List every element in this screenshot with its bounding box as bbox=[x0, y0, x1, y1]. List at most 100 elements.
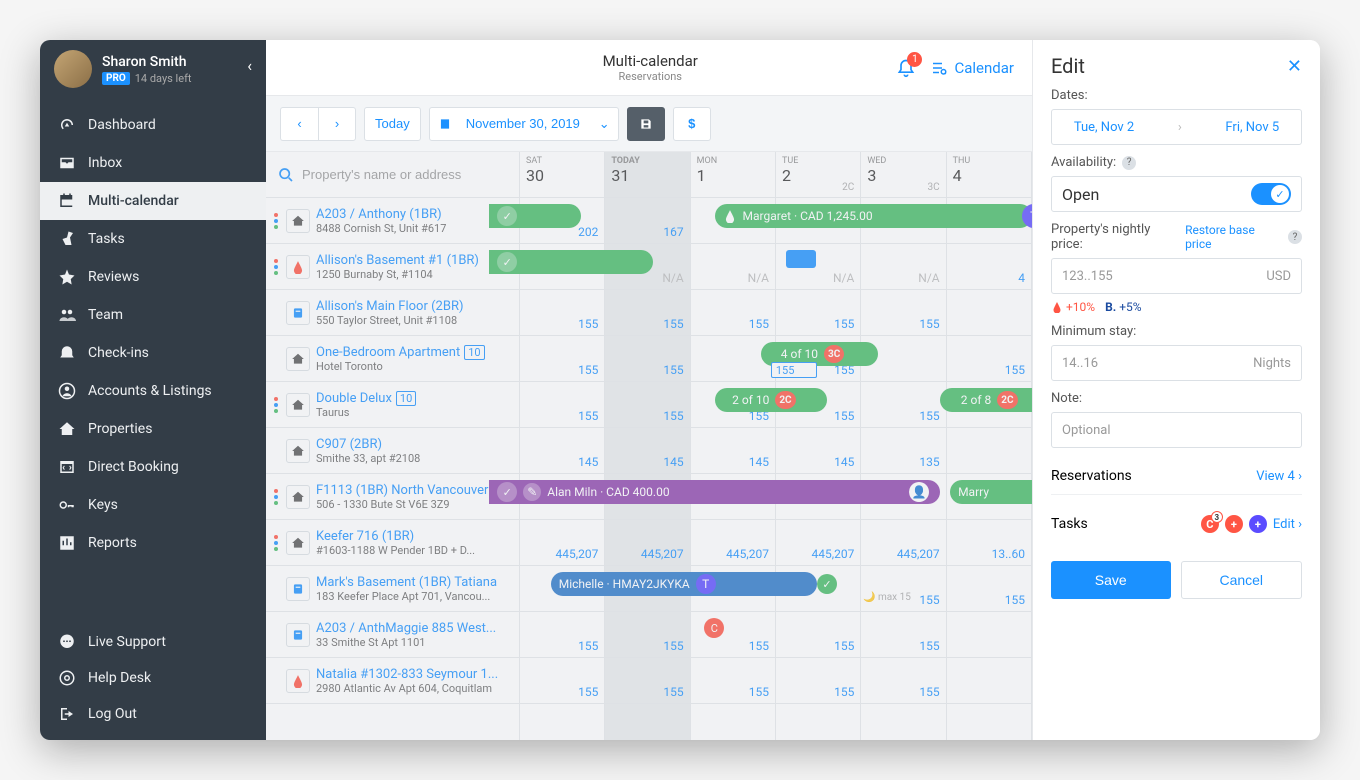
calendar-cell[interactable]: 155 bbox=[605, 658, 689, 704]
restore-price-link[interactable]: Restore base price bbox=[1185, 223, 1284, 251]
calendar-cell[interactable]: 155 bbox=[776, 612, 860, 658]
calendar-cell[interactable]: 445,207 bbox=[605, 520, 689, 566]
reservation-event[interactable] bbox=[786, 250, 816, 268]
today-button[interactable]: Today bbox=[364, 107, 421, 141]
add-task2-icon[interactable]: + bbox=[1249, 515, 1267, 533]
calendar-cell[interactable]: 155 bbox=[691, 658, 775, 704]
sidebar-item-checkins[interactable]: Check-ins bbox=[40, 334, 266, 372]
calendar-cell[interactable]: 155 bbox=[520, 290, 604, 336]
property-row[interactable]: Mark's Basement (1BR) Tatiana183 Keefer … bbox=[266, 566, 519, 612]
reservation-event[interactable]: Margaret · CAD 1,245.00 bbox=[715, 204, 1032, 228]
calendar-cell[interactable]: 155 bbox=[605, 290, 689, 336]
property-row[interactable]: One-Bedroom Apartment10Hotel Toronto bbox=[266, 336, 519, 382]
view-reservations-link[interactable]: View 4 › bbox=[1256, 469, 1302, 484]
calendar-cell[interactable]: 145 bbox=[520, 428, 604, 474]
reservation-event[interactable]: 155 bbox=[771, 362, 817, 378]
date-picker[interactable]: November 30, 2019 ⌄ bbox=[429, 107, 619, 141]
sidebar-item-helpdesk[interactable]: Help Desk bbox=[40, 660, 266, 696]
reservation-event[interactable]: ✓✎Alan Miln · CAD 400.00 bbox=[489, 480, 940, 504]
reservation-event[interactable]: ✓ bbox=[817, 572, 848, 596]
sidebar-item-multi-calendar[interactable]: Multi-calendar bbox=[40, 182, 266, 220]
calendar-cell[interactable]: 445,207 bbox=[520, 520, 604, 566]
sidebar-item-logout[interactable]: Log Out bbox=[40, 696, 266, 732]
help-icon[interactable]: ? bbox=[1288, 230, 1302, 244]
property-row[interactable]: A203 / Anthony (1BR)8488 Cornish St, Uni… bbox=[266, 198, 519, 244]
calendar-cell[interactable]: 155 bbox=[947, 566, 1031, 612]
property-row[interactable]: Keefer 716 (1BR)#1603-1188 W Pender 1BD … bbox=[266, 520, 519, 566]
calendar-cell[interactable]: N/A bbox=[861, 244, 945, 290]
sidebar-item-tasks[interactable]: Tasks bbox=[40, 220, 266, 258]
price-input[interactable]: 123..155 USD bbox=[1051, 258, 1302, 294]
calendar-cell[interactable]: 145 bbox=[691, 428, 775, 474]
property-search[interactable] bbox=[266, 152, 519, 198]
calendar-cell[interactable] bbox=[947, 290, 1031, 336]
property-row[interactable]: Allison's Basement #1 (1BR)1250 Burnaby … bbox=[266, 244, 519, 290]
property-row[interactable]: A203 / AnthMaggie 885 West...33 Smithe S… bbox=[266, 612, 519, 658]
calendar-cell[interactable]: 155 bbox=[691, 612, 775, 658]
calendar-cell[interactable]: 155 bbox=[520, 336, 604, 382]
property-row[interactable]: F1113 (1BR) North Vancouver506 - 1330 Bu… bbox=[266, 474, 519, 520]
calendar-cell[interactable]: 155 bbox=[691, 290, 775, 336]
date-range[interactable]: Tue, Nov 2 › Fri, Nov 5 bbox=[1051, 109, 1302, 145]
reservation-event[interactable]: 👤 bbox=[909, 480, 940, 504]
sidebar-item-keys[interactable]: Keys bbox=[40, 486, 266, 524]
add-task-icon[interactable]: + bbox=[1225, 515, 1243, 533]
sidebar-item-support[interactable]: Live Support bbox=[40, 624, 266, 660]
calendar-cell[interactable]: 445,207 bbox=[776, 520, 860, 566]
help-icon[interactable]: ? bbox=[1122, 156, 1136, 170]
reservation-event[interactable]: ✓ bbox=[489, 250, 653, 274]
minstay-input[interactable]: 14..16 Nights bbox=[1051, 345, 1302, 381]
calendar-cell[interactable]: 155 bbox=[861, 382, 945, 428]
cancel-button[interactable]: Cancel bbox=[1181, 561, 1303, 599]
calendar-cell[interactable]: 155 bbox=[605, 382, 689, 428]
note-input[interactable]: Optional bbox=[1051, 412, 1302, 448]
calendar-cell[interactable]: 155 bbox=[776, 658, 860, 704]
sidebar-item-properties[interactable]: Properties bbox=[40, 410, 266, 448]
edit-tasks-link[interactable]: Edit › bbox=[1273, 517, 1302, 532]
calendar-cell[interactable] bbox=[947, 658, 1031, 704]
calendar-link[interactable]: Calendar bbox=[930, 59, 1014, 77]
calendar-cell[interactable]: 167 bbox=[605, 198, 689, 244]
calendar-cell[interactable]: 155 bbox=[861, 566, 945, 612]
sidebar-item-reviews[interactable]: Reviews bbox=[40, 258, 266, 296]
calendar-cell[interactable]: 155 bbox=[520, 612, 604, 658]
calendar-cell[interactable]: 155 bbox=[861, 612, 945, 658]
sidebar-item-dashboard[interactable]: Dashboard bbox=[40, 106, 266, 144]
search-input[interactable] bbox=[302, 167, 507, 182]
next-button[interactable]: › bbox=[318, 107, 356, 141]
calendar-cell[interactable]: N/A bbox=[691, 244, 775, 290]
calendar-cell[interactable]: 445,207 bbox=[691, 520, 775, 566]
sidebar-item-inbox[interactable]: Inbox bbox=[40, 144, 266, 182]
calendar-cell[interactable]: 4 bbox=[947, 244, 1031, 290]
prev-button[interactable]: ‹ bbox=[280, 107, 318, 141]
save-button[interactable]: Save bbox=[1051, 561, 1171, 599]
property-row[interactable]: Allison's Main Floor (2BR)550 Taylor Str… bbox=[266, 290, 519, 336]
calendar-cell[interactable]: 145 bbox=[776, 428, 860, 474]
reservation-event[interactable]: 2 of 8 2C bbox=[940, 388, 1032, 412]
chevron-left-icon[interactable]: ‹ bbox=[247, 56, 252, 75]
calendar-cell[interactable]: 155 bbox=[861, 658, 945, 704]
toggle-icon[interactable] bbox=[1251, 183, 1291, 205]
reservation-event[interactable]: ✓ bbox=[489, 204, 581, 228]
calendar-cell[interactable]: 145 bbox=[605, 428, 689, 474]
sidebar-item-direct-booking[interactable]: Direct Booking bbox=[40, 448, 266, 486]
calendar-cell[interactable]: 13..60 bbox=[947, 520, 1031, 566]
calendar-cell[interactable]: 155 bbox=[776, 290, 860, 336]
price-button[interactable]: $ bbox=[673, 107, 711, 141]
sidebar-item-accounts[interactable]: Accounts & Listings bbox=[40, 372, 266, 410]
calendar-cell[interactable]: 155 bbox=[861, 290, 945, 336]
calendar-cell[interactable] bbox=[947, 612, 1031, 658]
reservation-event[interactable]: 2 of 10 2C bbox=[715, 388, 828, 412]
notification-bell[interactable]: 1 bbox=[896, 58, 916, 78]
property-row[interactable]: Double Delux10Taurus bbox=[266, 382, 519, 428]
sidebar-item-reports[interactable]: Reports bbox=[40, 524, 266, 562]
calendar-cell[interactable]: 155 bbox=[520, 658, 604, 704]
property-row[interactable]: C907 (2BR)Smithe 33, apt #2108 bbox=[266, 428, 519, 474]
reservation-event[interactable]: 🌙 max 15 bbox=[863, 590, 940, 604]
calendar-cell[interactable] bbox=[947, 428, 1031, 474]
property-row[interactable]: Natalia #1302-833 Seymour 1...2980 Atlan… bbox=[266, 658, 519, 704]
calendar-cell[interactable]: 135 bbox=[861, 428, 945, 474]
calendar-cell[interactable]: 445,207 bbox=[861, 520, 945, 566]
availability-toggle[interactable]: Open bbox=[1051, 176, 1302, 212]
save-view-button[interactable] bbox=[627, 107, 665, 141]
